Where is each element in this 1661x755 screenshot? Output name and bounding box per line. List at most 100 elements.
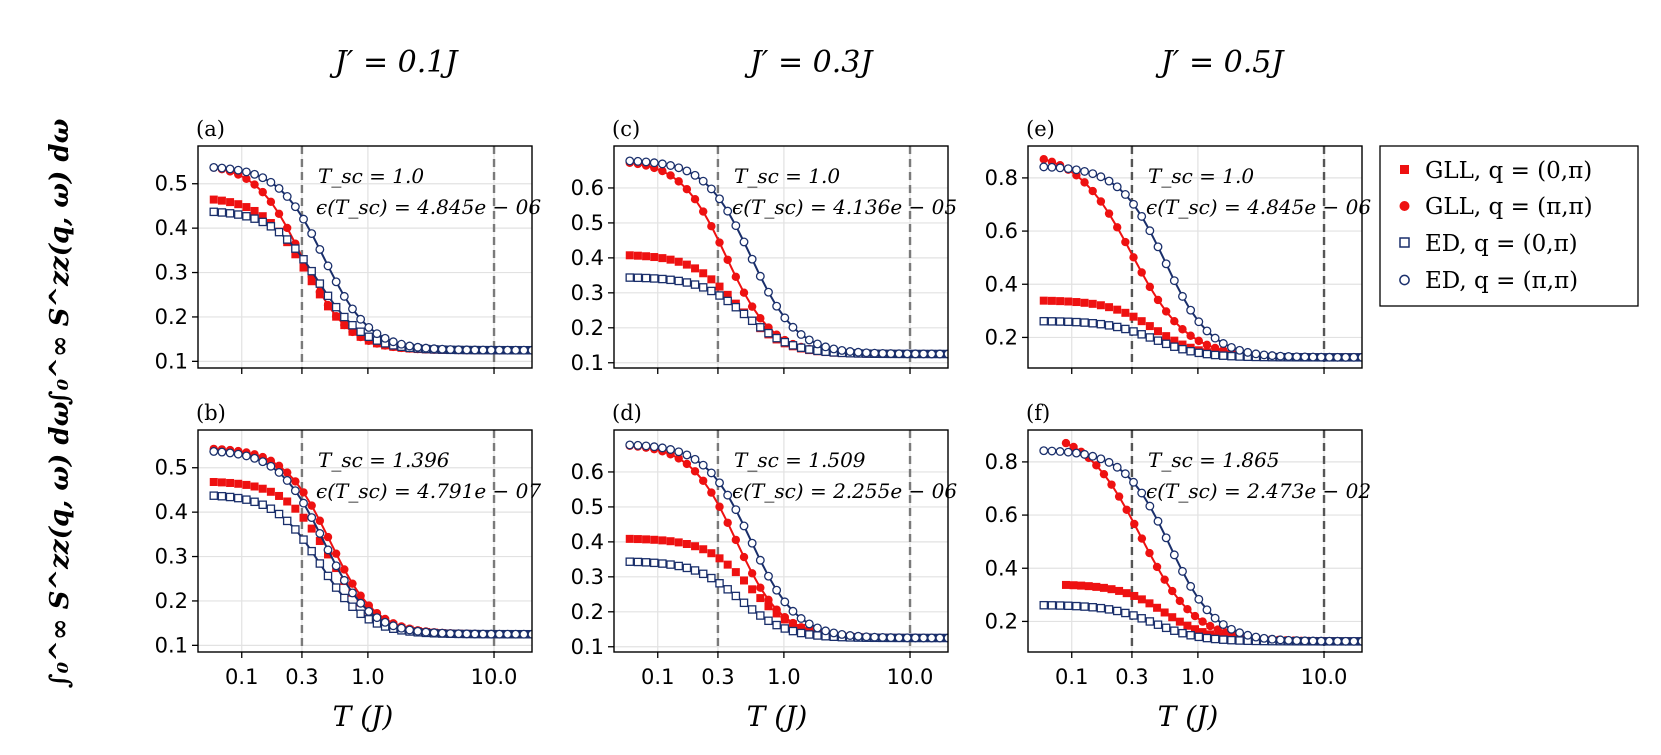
y-tick-label-a-0: 0.1 <box>155 349 188 373</box>
y-tick-label-c-0: 0.1 <box>571 351 604 375</box>
panel-label-b: (b) <box>196 401 226 425</box>
point-ed_pipi-f-23 <box>1226 624 1236 634</box>
point-ed_pipi-f-38 <box>1349 636 1359 646</box>
point-gll_pipi-e-11 <box>1129 253 1138 262</box>
point-gll_pipi-c-12 <box>723 255 732 264</box>
point-gll_pipi-f-13 <box>1160 575 1169 584</box>
point-ed_0pi-f-13 <box>1145 617 1155 626</box>
point-ed_pipi-c-36 <box>919 349 928 359</box>
point-ed_pipi-c-3 <box>649 158 659 168</box>
point-gll_pipi-d-12 <box>723 518 732 527</box>
point-ed_pipi-d-7 <box>682 450 692 460</box>
point-gll_pipi-f-4 <box>1092 461 1101 470</box>
panel-frame-d <box>613 429 949 653</box>
x-tick-label-f-3: 10.0 <box>1301 665 1348 689</box>
x-tick-label-b-0: 0.1 <box>225 665 258 689</box>
point-gll_0pi-e-11 <box>1129 312 1138 321</box>
x-tick-label-b-1: 0.3 <box>285 665 318 689</box>
point-gll_pipi-c-15 <box>747 302 757 311</box>
point-ed_pipi-a-3 <box>233 165 243 175</box>
point-ed_0pi-d-23 <box>813 631 822 640</box>
point-ed_pipi-c-6 <box>674 163 684 173</box>
point-gll_pipi-f-20 <box>1213 625 1222 634</box>
point-gll_0pi-d-15 <box>748 585 757 594</box>
point-ed_pipi-c-29 <box>861 348 871 358</box>
point-ed_0pi-e-3 <box>1063 317 1073 327</box>
series-group-c <box>625 156 948 359</box>
point-ed_pipi-c-32 <box>886 349 896 359</box>
point-gll_pipi-c-14 <box>739 288 749 297</box>
point-ed_0pi-b-1 <box>217 491 227 501</box>
point-ed_pipi-c-11 <box>715 194 724 204</box>
point-ed_pipi-a-1 <box>217 163 227 173</box>
point-ed_pipi-b-18 <box>356 598 366 608</box>
point-gll_pipi-d-14 <box>739 552 749 562</box>
panel-frame-b <box>197 429 533 653</box>
point-gll_pipi-b-14 <box>323 532 333 542</box>
point-ed_pipi-e-1 <box>1047 162 1057 172</box>
point-gll_0pi-d-10 <box>707 549 716 558</box>
point-ed_0pi-d-6 <box>674 561 683 571</box>
legend-label-ed-pipi: ED, q = (π,π) <box>1425 268 1578 294</box>
point-gll_0pi-c-5 <box>666 255 675 264</box>
series-group-e <box>1039 155 1362 362</box>
point-ed_pipi-b-29 <box>445 629 455 638</box>
point-ed_pipi-d-0 <box>625 440 635 450</box>
point-gll_pipi-d-17 <box>764 595 773 605</box>
annotation-tsc-b: T_sc = 1.396 <box>318 448 450 472</box>
point-ed_0pi-d-10 <box>707 573 716 583</box>
point-gll_0pi-b-9 <box>283 497 292 506</box>
point-ed_pipi-e-7 <box>1096 172 1106 182</box>
point-gll_0pi-a-3 <box>234 200 243 209</box>
point-ed_pipi-d-36 <box>919 633 928 643</box>
point-ed_pipi-d-3 <box>649 442 659 452</box>
point-ed_pipi-f-1 <box>1047 446 1057 456</box>
point-ed_pipi-a-26 <box>421 343 431 353</box>
point-ed_0pi-a-15 <box>331 302 341 312</box>
point-ed_0pi-c-6 <box>674 276 683 286</box>
y-tick-label-f-3: 0.8 <box>985 450 1018 474</box>
point-ed_pipi-e-38 <box>1349 352 1359 362</box>
point-ed_pipi-b-19 <box>364 606 374 616</box>
point-gll_0pi-e-8 <box>1105 303 1114 312</box>
y-tick-label-f-1: 0.4 <box>985 556 1018 580</box>
point-gll_0pi-f-15 <box>1175 617 1184 626</box>
point-ed_0pi-e-23 <box>1227 351 1236 361</box>
point-ed_0pi-a-9 <box>282 235 292 244</box>
point-ed_pipi-d-15 <box>747 538 757 548</box>
point-gll_0pi-b-8 <box>275 491 284 500</box>
point-gll_pipi-a-8 <box>274 209 284 219</box>
point-gll_0pi-e-1 <box>1047 296 1056 305</box>
point-ed_0pi-a-17 <box>348 320 357 330</box>
point-gll_0pi-f-14 <box>1168 613 1177 622</box>
legend-label-gll-pipi: GLL, q = (π,π) <box>1425 194 1593 220</box>
point-ed_pipi-d-34 <box>902 633 912 643</box>
point-ed_0pi-b-7 <box>266 504 276 513</box>
annotation-eps-e: ϵ(T_sc) = 4.845e − 06 <box>1146 195 1371 219</box>
point-ed_0pi-e-17 <box>1178 344 1187 354</box>
point-ed_pipi-a-0 <box>209 162 219 172</box>
point-ed_0pi-d-19 <box>780 624 790 633</box>
annotation-eps-f: ϵ(T_sc) = 2.473e − 02 <box>1146 479 1371 503</box>
point-ed_pipi-a-30 <box>454 345 464 355</box>
point-ed_pipi-c-20 <box>788 322 798 332</box>
y-tick-label-d-3: 0.4 <box>571 530 604 554</box>
point-ed_pipi-d-9 <box>698 460 708 470</box>
point-ed_pipi-e-28 <box>1267 351 1277 361</box>
point-ed_0pi-d-12 <box>723 585 732 594</box>
point-gll_0pi-e-10 <box>1121 308 1130 317</box>
point-ed_pipi-d-16 <box>755 555 765 565</box>
point-ed_0pi-c-5 <box>666 275 675 285</box>
point-gll_pipi-f-12 <box>1152 562 1162 572</box>
y-tick-label-b-0: 0.1 <box>155 633 188 657</box>
point-ed_0pi-c-2 <box>641 273 651 283</box>
point-gll_0pi-c-9 <box>699 269 708 278</box>
y-tick-label-e-2: 0.6 <box>985 219 1018 243</box>
point-ed_0pi-d-4 <box>658 559 667 568</box>
panel-a: 0.1 0.2 0.3 0.4 0.5 (a) T_sc = 1.0 ϵ(T_sc) = 4.… <box>155 117 541 374</box>
x-tick-label-d-2: 1.0 <box>767 665 800 689</box>
point-ed_pipi-c-21 <box>796 330 806 339</box>
y-tick-label-a-1: 0.2 <box>155 305 188 329</box>
point-ed_0pi-b-17 <box>348 602 357 611</box>
point-gll_0pi-e-2 <box>1056 297 1065 306</box>
